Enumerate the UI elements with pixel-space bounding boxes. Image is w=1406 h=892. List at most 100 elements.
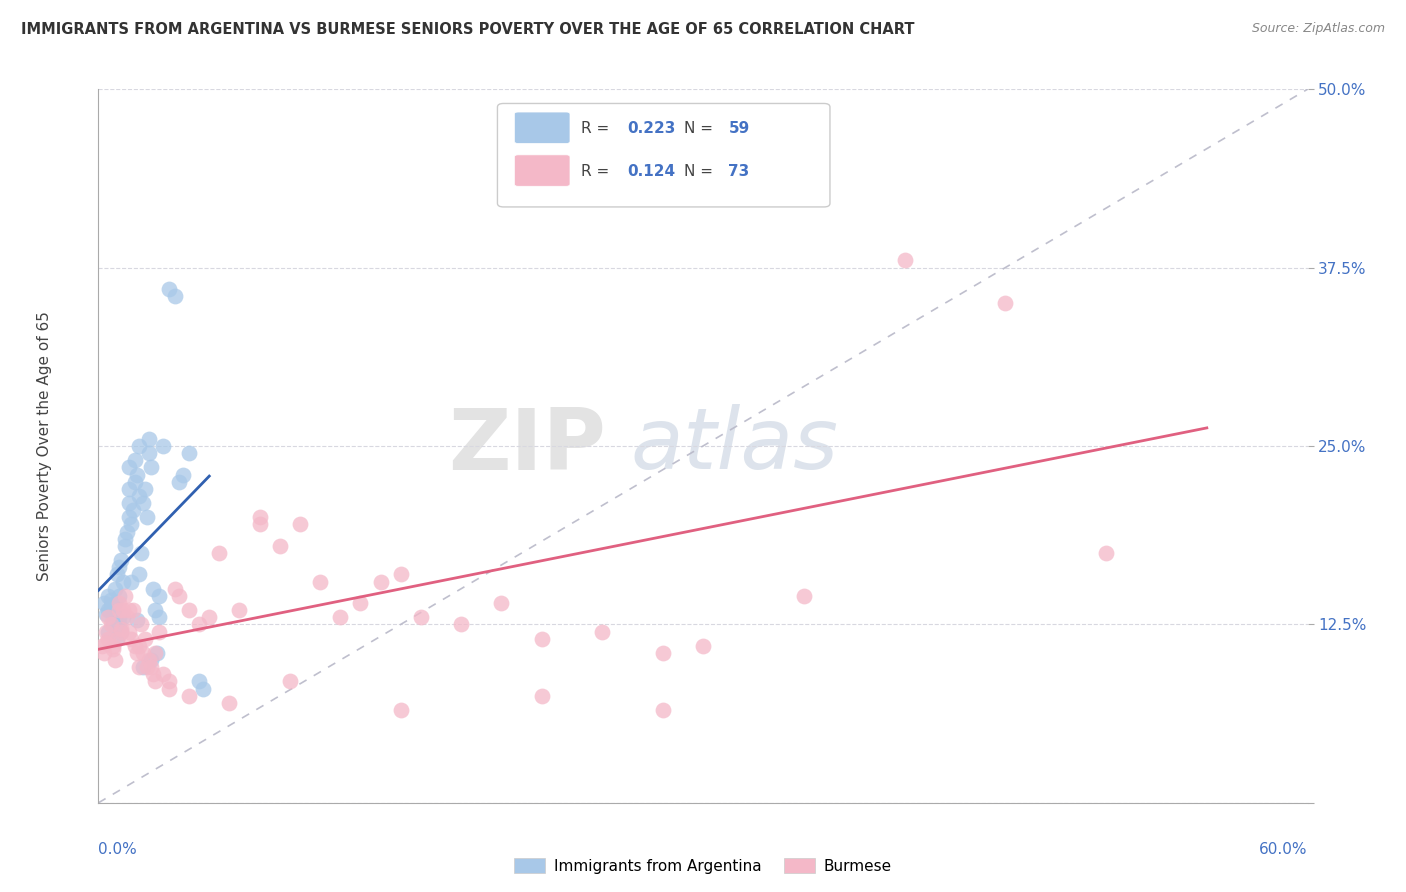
Point [115,610,138,624]
Point [97,632,120,646]
Point [91,639,114,653]
Point [179,689,201,703]
Point [893,253,915,268]
Point [125,467,148,482]
Point [103,582,125,596]
Point [309,574,332,589]
Text: 0.223: 0.223 [627,121,675,136]
Point [107,603,129,617]
Point [97,610,120,624]
Point [132,660,155,674]
Point [118,603,141,617]
Point [138,446,160,460]
Point [143,646,166,660]
Point [97,603,120,617]
Point [96,624,118,639]
Point [329,610,352,624]
Point [111,603,134,617]
Point [139,653,162,667]
Point [128,489,150,503]
Text: 0.124: 0.124 [627,164,675,178]
Point [138,653,160,667]
Text: N =: N = [683,164,713,178]
Point [139,460,162,475]
Point [135,510,157,524]
Point [148,624,170,639]
Text: ZIP: ZIP [449,404,606,488]
Point [152,667,174,681]
Text: atlas: atlas [630,404,838,488]
Point [118,496,141,510]
Point [491,596,513,610]
Text: Source: ZipAtlas.com: Source: ZipAtlas.com [1251,22,1385,36]
Point [120,517,142,532]
Point [167,589,190,603]
Point [110,622,132,636]
Point [125,646,148,660]
Point [124,639,146,653]
Point [530,689,553,703]
Point [146,646,169,660]
Point [228,603,250,617]
Point [124,453,146,467]
Point [188,617,211,632]
Point [115,524,138,539]
Point [450,617,472,632]
Point [111,574,134,589]
Point [103,596,125,610]
Point [278,674,301,689]
Point [124,475,146,489]
Point [188,674,211,689]
Point [105,632,128,646]
FancyBboxPatch shape [515,155,569,186]
Point [101,639,124,653]
Point [163,582,186,596]
Legend: Immigrants from Argentina, Burmese: Immigrants from Argentina, Burmese [508,852,898,880]
Point [100,593,122,607]
Point [118,510,141,524]
Point [249,517,271,532]
Point [121,503,143,517]
Point [218,696,240,710]
Point [121,603,143,617]
Point [132,646,155,660]
FancyBboxPatch shape [498,103,830,207]
Point [409,610,432,624]
Point [167,475,190,489]
Point [107,560,129,574]
Point [128,439,150,453]
Point [651,703,673,717]
Point [110,624,132,639]
Point [97,589,120,603]
Point [128,567,150,582]
Point [128,660,150,674]
Point [134,482,156,496]
Text: 60.0%: 60.0% [1260,842,1308,857]
Point [389,567,412,582]
Point [389,703,412,717]
Point [143,674,166,689]
Point [1095,546,1118,560]
Text: IMMIGRANTS FROM ARGENTINA VS BURMESE SENIORS POVERTY OVER THE AGE OF 65 CORRELAT: IMMIGRANTS FROM ARGENTINA VS BURMESE SEN… [21,22,914,37]
Point [148,610,170,624]
Point [135,660,157,674]
Point [97,624,120,639]
Point [142,667,165,681]
Point [103,653,125,667]
Point [163,289,186,303]
Point [370,574,392,589]
Point [349,596,371,610]
Point [101,617,124,632]
Point [288,517,311,532]
Point [107,617,129,632]
Point [132,496,155,510]
Point [129,546,152,560]
Point [134,632,156,646]
Point [100,617,122,632]
Point [193,681,215,696]
Point [125,613,148,627]
Point [118,460,141,475]
Point [152,439,174,453]
Point [172,467,194,482]
Point [148,589,170,603]
